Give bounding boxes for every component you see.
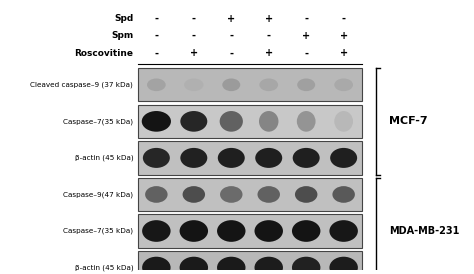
Ellipse shape: [142, 257, 171, 274]
Text: Caspase–7(35 kDa): Caspase–7(35 kDa): [63, 228, 133, 234]
Ellipse shape: [332, 186, 355, 203]
Bar: [137, 214, 363, 248]
Text: -: -: [342, 14, 346, 24]
Text: Caspase–9(47 kDa): Caspase–9(47 kDa): [63, 191, 133, 198]
Text: -: -: [229, 31, 233, 41]
Bar: [137, 68, 363, 101]
Ellipse shape: [292, 220, 320, 242]
Ellipse shape: [180, 257, 208, 274]
Ellipse shape: [217, 220, 246, 242]
Ellipse shape: [143, 148, 170, 168]
Text: +: +: [339, 31, 348, 41]
Ellipse shape: [257, 186, 280, 203]
Text: -: -: [192, 31, 196, 41]
Ellipse shape: [297, 111, 316, 132]
Ellipse shape: [145, 186, 168, 203]
Ellipse shape: [329, 257, 358, 274]
Text: -: -: [192, 14, 196, 24]
Ellipse shape: [182, 186, 205, 203]
Text: -: -: [304, 48, 308, 58]
Ellipse shape: [222, 78, 240, 91]
Ellipse shape: [217, 257, 246, 274]
Ellipse shape: [219, 111, 243, 132]
Text: Spm: Spm: [111, 32, 133, 41]
Text: +: +: [264, 48, 273, 58]
Ellipse shape: [255, 220, 283, 242]
Text: +: +: [190, 48, 198, 58]
Text: +: +: [339, 48, 348, 58]
Ellipse shape: [147, 78, 166, 91]
Text: -: -: [155, 48, 158, 58]
Ellipse shape: [259, 111, 278, 132]
Ellipse shape: [329, 220, 358, 242]
Bar: [137, 141, 363, 175]
Ellipse shape: [220, 186, 243, 203]
Ellipse shape: [292, 257, 320, 274]
Text: Cleaved caspase–9 (37 kDa): Cleaved caspase–9 (37 kDa): [30, 82, 133, 88]
Text: MDA-MB-231: MDA-MB-231: [389, 226, 460, 236]
Ellipse shape: [255, 257, 283, 274]
Text: +: +: [264, 14, 273, 24]
Text: +: +: [302, 31, 310, 41]
Ellipse shape: [184, 78, 203, 91]
Text: β-actin (45 kDa): β-actin (45 kDa): [74, 264, 133, 271]
Ellipse shape: [218, 148, 245, 168]
Text: Spd: Spd: [114, 14, 133, 23]
Ellipse shape: [180, 220, 208, 242]
Ellipse shape: [297, 78, 315, 91]
Text: -: -: [155, 14, 158, 24]
Bar: [137, 251, 363, 274]
Ellipse shape: [334, 111, 353, 132]
Bar: [137, 178, 363, 211]
Ellipse shape: [259, 78, 278, 91]
Text: -: -: [304, 14, 308, 24]
Ellipse shape: [295, 186, 318, 203]
Text: -: -: [155, 31, 158, 41]
Ellipse shape: [334, 78, 353, 91]
Text: Caspase–7(35 kDa): Caspase–7(35 kDa): [63, 118, 133, 125]
Ellipse shape: [142, 220, 171, 242]
Ellipse shape: [255, 148, 282, 168]
Bar: [137, 105, 363, 138]
Ellipse shape: [142, 111, 171, 132]
Ellipse shape: [180, 111, 207, 132]
Ellipse shape: [293, 148, 319, 168]
Ellipse shape: [330, 148, 357, 168]
Text: MCF-7: MCF-7: [389, 116, 428, 126]
Text: -: -: [267, 31, 271, 41]
Text: +: +: [227, 14, 235, 24]
Text: β-actin (45 kDa): β-actin (45 kDa): [74, 155, 133, 161]
Ellipse shape: [180, 148, 207, 168]
Text: -: -: [229, 48, 233, 58]
Text: Roscovitine: Roscovitine: [74, 49, 133, 58]
